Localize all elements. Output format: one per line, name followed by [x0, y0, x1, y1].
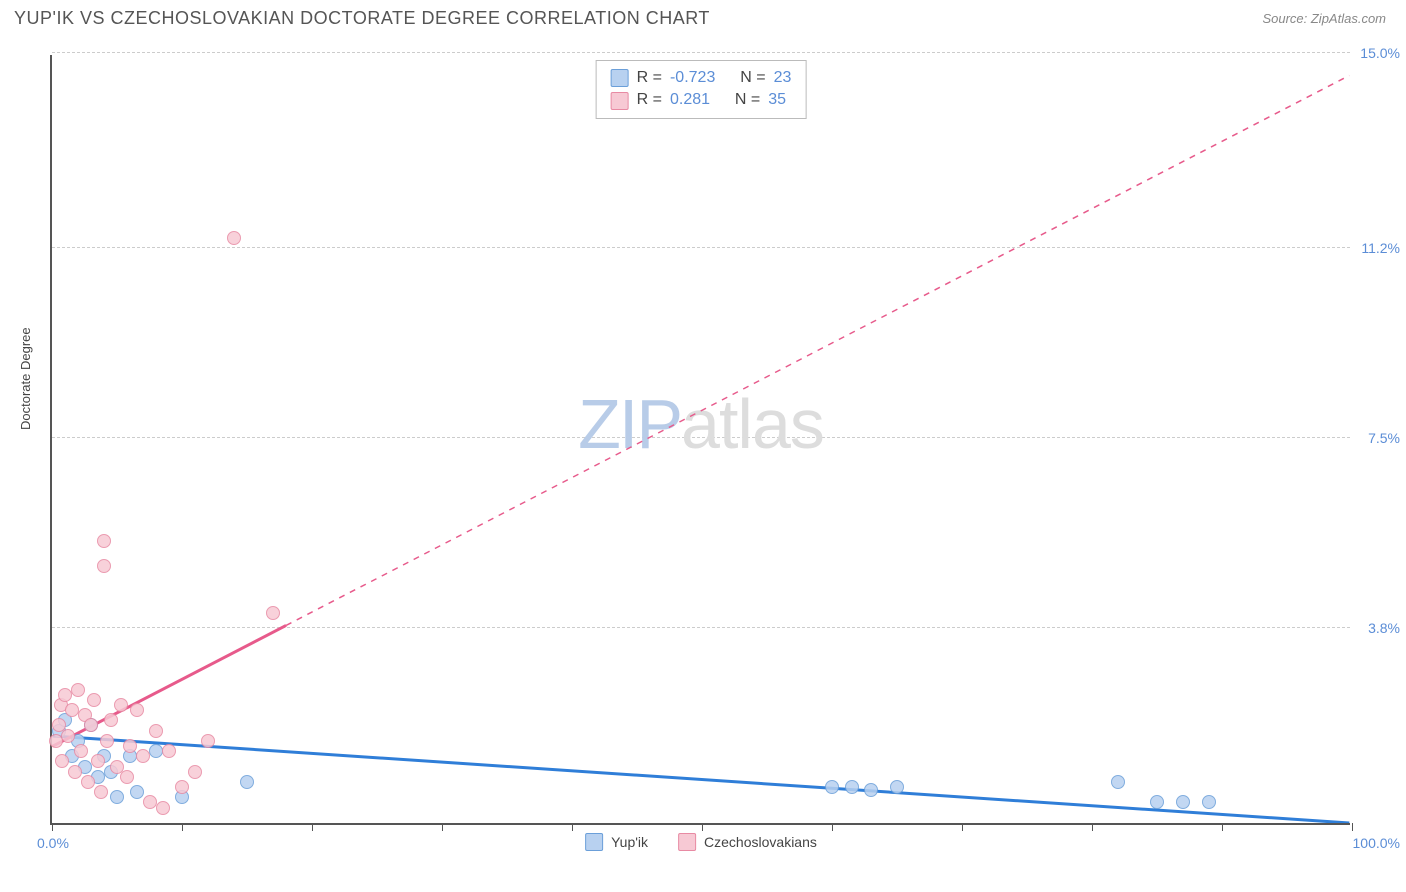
- data-point: [58, 688, 72, 702]
- x-tick: [702, 823, 703, 831]
- data-point: [81, 775, 95, 789]
- stats-row-1: R = 0.281 N = 35: [611, 89, 792, 111]
- x-tick: [962, 823, 963, 831]
- data-point: [84, 718, 98, 732]
- data-point: [74, 744, 88, 758]
- markers-layer: [52, 55, 1350, 823]
- data-point: [890, 780, 904, 794]
- data-point: [87, 693, 101, 707]
- data-point: [61, 729, 75, 743]
- data-point: [240, 775, 254, 789]
- data-point: [97, 559, 111, 573]
- chart-area: ZIPatlas R = -0.723 N = 23 R = 0.281 N =…: [50, 55, 1350, 825]
- data-point: [68, 765, 82, 779]
- swatch-series-0-b: [585, 833, 603, 851]
- stats-row-0: R = -0.723 N = 23: [611, 67, 792, 89]
- data-point: [149, 724, 163, 738]
- data-point: [100, 734, 114, 748]
- gridline: [52, 52, 1350, 53]
- legend-item-1: Czechoslovakians: [678, 833, 817, 851]
- data-point: [55, 754, 69, 768]
- x-tick: [312, 823, 313, 831]
- x-tick: [182, 823, 183, 831]
- n-label: N =: [740, 67, 765, 89]
- data-point: [114, 698, 128, 712]
- data-point: [825, 780, 839, 794]
- x-tick: [1222, 823, 1223, 831]
- data-point: [91, 754, 105, 768]
- chart-header: YUP'IK VS CZECHOSLOVAKIAN DOCTORATE DEGR…: [0, 0, 1406, 29]
- n-value-1: 35: [768, 89, 786, 111]
- n-value-0: 23: [774, 67, 792, 89]
- y-tick-label: 11.2%: [1355, 240, 1400, 256]
- plot-region: ZIPatlas R = -0.723 N = 23 R = 0.281 N =…: [50, 55, 1350, 825]
- x-axis-max-label: 100.0%: [1353, 835, 1400, 851]
- data-point: [136, 749, 150, 763]
- data-point: [175, 780, 189, 794]
- swatch-series-1-b: [678, 833, 696, 851]
- data-point: [266, 606, 280, 620]
- data-point: [162, 744, 176, 758]
- data-point: [188, 765, 202, 779]
- swatch-series-1: [611, 92, 629, 110]
- data-point: [65, 703, 79, 717]
- data-point: [227, 231, 241, 245]
- x-axis-min-label: 0.0%: [37, 835, 69, 851]
- data-point: [94, 785, 108, 799]
- y-tick-label: 15.0%: [1355, 45, 1400, 61]
- legend-item-0: Yup'ik: [585, 833, 648, 851]
- y-tick-label: 3.8%: [1355, 620, 1400, 636]
- data-point: [71, 683, 85, 697]
- data-point: [123, 739, 137, 753]
- series-legend: Yup'ik Czechoslovakians: [585, 833, 817, 851]
- x-tick: [832, 823, 833, 831]
- x-tick: [1092, 823, 1093, 831]
- data-point: [1150, 795, 1164, 809]
- x-tick: [572, 823, 573, 831]
- legend-label-1: Czechoslovakians: [704, 834, 817, 850]
- y-tick-label: 7.5%: [1355, 430, 1400, 446]
- data-point: [1176, 795, 1190, 809]
- data-point: [156, 801, 170, 815]
- data-point: [1202, 795, 1216, 809]
- data-point: [149, 744, 163, 758]
- chart-source: Source: ZipAtlas.com: [1262, 11, 1386, 26]
- data-point: [130, 785, 144, 799]
- y-axis-label: Doctorate Degree: [18, 327, 33, 430]
- data-point: [120, 770, 134, 784]
- r-value-0: -0.723: [670, 67, 715, 89]
- x-tick: [442, 823, 443, 831]
- data-point: [143, 795, 157, 809]
- data-point: [110, 790, 124, 804]
- x-tick: [52, 823, 53, 831]
- data-point: [201, 734, 215, 748]
- data-point: [864, 783, 878, 797]
- swatch-series-0: [611, 69, 629, 87]
- data-point: [97, 534, 111, 548]
- x-tick: [1352, 823, 1353, 831]
- data-point: [130, 703, 144, 717]
- legend-label-0: Yup'ik: [611, 834, 648, 850]
- r-label: R =: [637, 67, 662, 89]
- data-point: [104, 713, 118, 727]
- n-label: N =: [735, 89, 760, 111]
- r-label: R =: [637, 89, 662, 111]
- stats-legend: R = -0.723 N = 23 R = 0.281 N = 35: [596, 60, 807, 119]
- data-point: [845, 780, 859, 794]
- chart-title: YUP'IK VS CZECHOSLOVAKIAN DOCTORATE DEGR…: [14, 8, 710, 29]
- data-point: [1111, 775, 1125, 789]
- r-value-1: 0.281: [670, 89, 710, 111]
